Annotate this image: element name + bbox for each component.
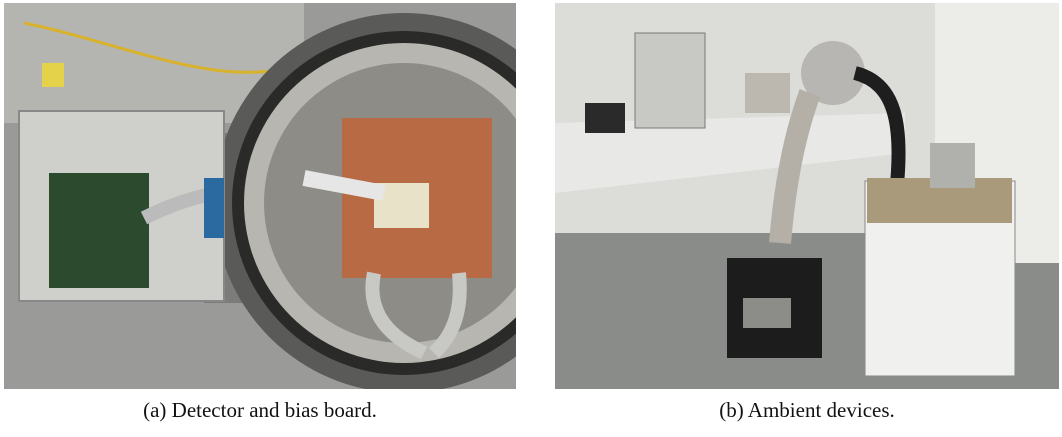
photo-detector [4, 3, 516, 389]
caption: (b) Ambient devices. [555, 398, 1059, 423]
photo-ambient-devices [555, 3, 1059, 389]
caption: (a) Detector and bias board. [4, 398, 516, 423]
page: (a) Detector and bias board. (b) Ambient… [0, 0, 1062, 437]
